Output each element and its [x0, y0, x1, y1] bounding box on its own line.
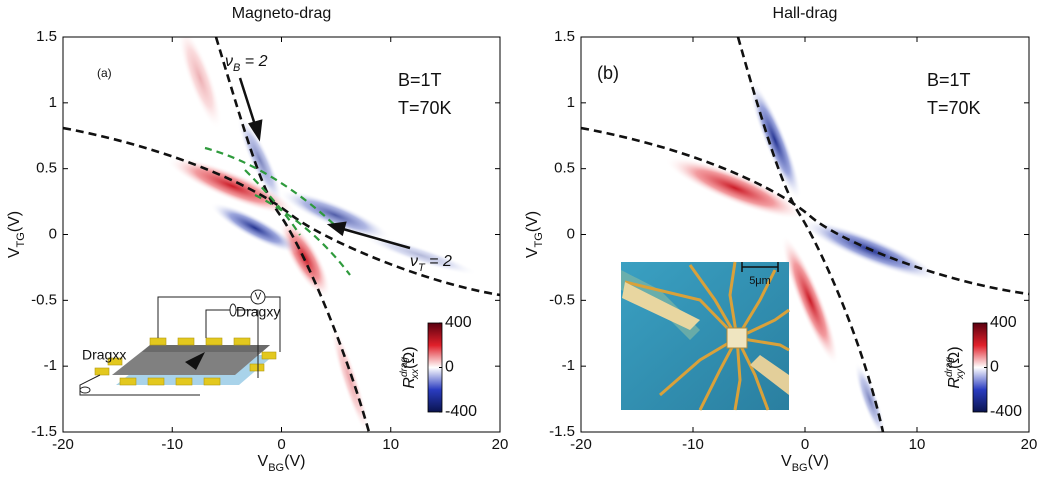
y-axis-label-part: (V) [524, 211, 541, 232]
y-axis-label-part: V [524, 247, 541, 258]
x-axis-label-part: (V) [284, 453, 305, 470]
annotation-part: = 2 [240, 53, 267, 70]
x-tick-label: 10 [382, 436, 399, 453]
x-axis-label-sub: BG [268, 462, 284, 474]
colorbar-label-sup: drag [399, 357, 410, 377]
colorbar-label-sub: xy [955, 368, 966, 380]
colorbar-tick-label: 0 [990, 359, 999, 376]
annotation: T=70K [927, 98, 981, 118]
y-tick-label: -0.5 [549, 291, 575, 308]
annotation: νT = 2 [410, 253, 452, 274]
x-tick-label: 20 [1021, 436, 1038, 453]
y-tick-label: 1 [49, 94, 57, 111]
y-tick-label: 0.5 [36, 160, 57, 177]
x-tick-label: 20 [492, 436, 509, 453]
annotation-sub: B [233, 62, 240, 74]
colorbar-tick-label: 400 [990, 314, 1017, 331]
colorbar-label-sub: xx [410, 368, 421, 380]
annotation: Dragxy [236, 304, 280, 320]
scale-bar-label: 5μm [749, 275, 771, 287]
y-axis-label: VTG(V) [6, 211, 27, 258]
colorbar-label-part: R [946, 377, 963, 389]
y-tick-label: 0 [49, 225, 57, 242]
y-tick-label: 0 [567, 225, 575, 242]
annotation-part: ν [410, 253, 418, 270]
chart-title: Magneto-drag [232, 5, 332, 22]
panel-label: (b) [597, 63, 619, 83]
x-axis-label-sub: BG [792, 462, 808, 474]
device-schematic [79, 289, 281, 396]
x-axis-label: VBG(V) [258, 453, 306, 474]
panel-label: (a) [97, 66, 112, 80]
chart-title: Hall-drag [773, 5, 838, 22]
x-tick-label: -20 [52, 436, 74, 453]
arrows [238, 77, 411, 250]
y-tick-label: -1.5 [549, 423, 575, 440]
colorbar-label-part: R [401, 377, 418, 389]
colorbar-tick-label: 0 [445, 359, 454, 376]
y-tick-label: -1 [562, 357, 575, 374]
y-axis-label: VTG(V) [524, 211, 545, 258]
x-axis-label-part: V [781, 453, 792, 470]
heatmap [581, 37, 1029, 432]
heatmap [63, 37, 500, 432]
colorbar-tick-label: -400 [990, 403, 1022, 420]
colorbar-label-part: (Ω) [946, 346, 963, 369]
annotation: νB = 2 [225, 53, 268, 74]
x-tick-label: 10 [909, 436, 926, 453]
annotation: T=70K [398, 98, 452, 118]
annotation-sub: T [418, 262, 426, 274]
x-axis-label: VBG(V) [781, 453, 829, 474]
y-tick-label: 1 [567, 94, 575, 111]
y-tick-label: -1 [44, 357, 57, 374]
y-tick-label: -0.5 [31, 291, 57, 308]
annotation: V [255, 292, 262, 303]
y-axis-label-part: (V) [6, 211, 23, 232]
colorbar-label-sup: drag [944, 357, 955, 377]
colorbar-label: Rdragxy(Ω) [944, 346, 966, 388]
y-axis-label-part: V [6, 247, 23, 258]
annotation-part: ν [225, 53, 233, 70]
annotation: B=1T [927, 70, 971, 90]
annotation: Dragxx [82, 347, 126, 363]
x-tick-label: 0 [277, 436, 285, 453]
y-tick-label: -1.5 [31, 423, 57, 440]
x-axis-label-part: (V) [808, 453, 829, 470]
annotation-part: = 2 [425, 253, 452, 270]
colorbar-label: Rdragxx(Ω) [399, 346, 421, 388]
x-tick-label: -10 [682, 436, 704, 453]
y-tick-label: 1.5 [554, 28, 575, 45]
x-tick-label: -10 [161, 436, 183, 453]
colorbar-tick-label: -400 [445, 403, 477, 420]
y-tick-label: 1.5 [36, 28, 57, 45]
photo-inset [621, 261, 790, 411]
x-axis-label-part: V [258, 453, 269, 470]
x-tick-label: -20 [570, 436, 592, 453]
x-tick-label: 0 [801, 436, 809, 453]
annotation: B=1T [398, 70, 442, 90]
colorbar-tick-label: 400 [445, 314, 472, 331]
y-tick-label: 0.5 [554, 160, 575, 177]
y-axis-label-sub: TG [533, 232, 545, 247]
colorbar-label-part: (Ω) [401, 346, 418, 369]
y-axis-label-sub: TG [15, 232, 27, 247]
